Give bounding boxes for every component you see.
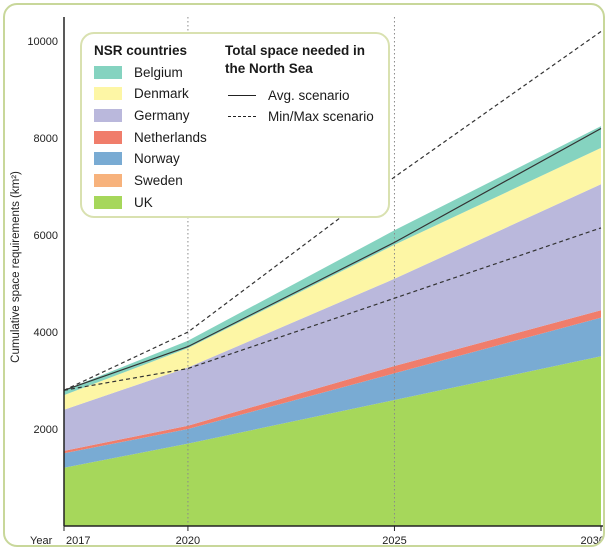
area-germany <box>64 184 601 451</box>
legend-label: UK <box>134 194 153 210</box>
legend-total-title: Total space needed in the North Sea <box>225 43 366 76</box>
solid-line-icon <box>228 94 256 96</box>
legend-label: Belgium <box>134 64 183 80</box>
legend-minmax-item: Min/Max scenario <box>228 107 374 125</box>
stacked-area-chart: 2000 4000 6000 8000 10000 2017 2020 2025 2030 Y… <box>10 17 605 547</box>
legend-item-denmark: Denmark <box>94 85 189 103</box>
legend-swatch <box>94 108 122 122</box>
legend-item-belgium: Belgium <box>94 63 183 81</box>
y-axis-label: Cumulative space requirements (km²) <box>10 171 22 363</box>
y-tick-label: 8000 <box>34 133 58 145</box>
legend-label: Denmark <box>134 86 189 102</box>
y-tick-label: 6000 <box>34 230 58 242</box>
legend-label: Sweden <box>134 173 183 188</box>
legend-item-germany: Germany <box>94 106 190 124</box>
x-ticks: 2017 2020 2025 2030 <box>63 526 605 547</box>
legend-swatch <box>94 65 122 79</box>
y-tick-label: 2000 <box>34 424 58 436</box>
x-tick-label: 2017 <box>66 535 90 547</box>
chart-frame: 2000 4000 6000 8000 10000 2017 2020 2025 2030 Y… <box>3 3 605 547</box>
area-uk <box>64 356 601 526</box>
min-scenario-line <box>63 227 602 391</box>
legend-swatch <box>94 195 122 209</box>
legend-item-uk: UK <box>94 193 153 211</box>
legend-item-sweden: Sweden <box>94 172 183 190</box>
x-tick-label: 2020 <box>176 535 200 547</box>
legend-countries-title: NSR countries <box>94 43 188 58</box>
x-axis-prefix: Year <box>30 535 53 547</box>
scenario-lines <box>63 31 602 391</box>
y-ticks: 2000 4000 6000 8000 10000 <box>27 36 58 436</box>
legend-swatch <box>94 130 122 144</box>
legend-swatch <box>94 174 122 187</box>
area-norway <box>64 317 601 468</box>
legend-label: Norway <box>134 151 180 167</box>
legend-label: Germany <box>134 107 190 123</box>
legend-minmax-label: Min/Max scenario <box>268 108 374 124</box>
legend-avg-label: Avg. scenario <box>268 87 350 103</box>
legend: NSR countries Total space needed in the … <box>80 32 390 218</box>
legend-item-norway: Norway <box>94 150 180 168</box>
legend-item-netherlands: Netherlands <box>94 128 207 146</box>
axes <box>63 17 603 527</box>
x-tick-label: 2025 <box>382 535 406 547</box>
y-tick-label: 4000 <box>34 327 58 339</box>
legend-avg-item: Avg. scenario <box>228 86 350 104</box>
legend-label: Netherlands <box>134 129 207 145</box>
area-denmark <box>64 147 601 410</box>
max-scenario-line <box>63 31 602 391</box>
y-tick-label: 10000 <box>27 36 58 48</box>
dashed-line-icon <box>228 115 256 117</box>
x-tick-label: 2030 <box>581 535 605 547</box>
legend-swatch <box>94 87 122 101</box>
area-layers <box>64 126 601 526</box>
avg-scenario-line <box>63 127 602 391</box>
legend-swatch <box>94 152 122 166</box>
